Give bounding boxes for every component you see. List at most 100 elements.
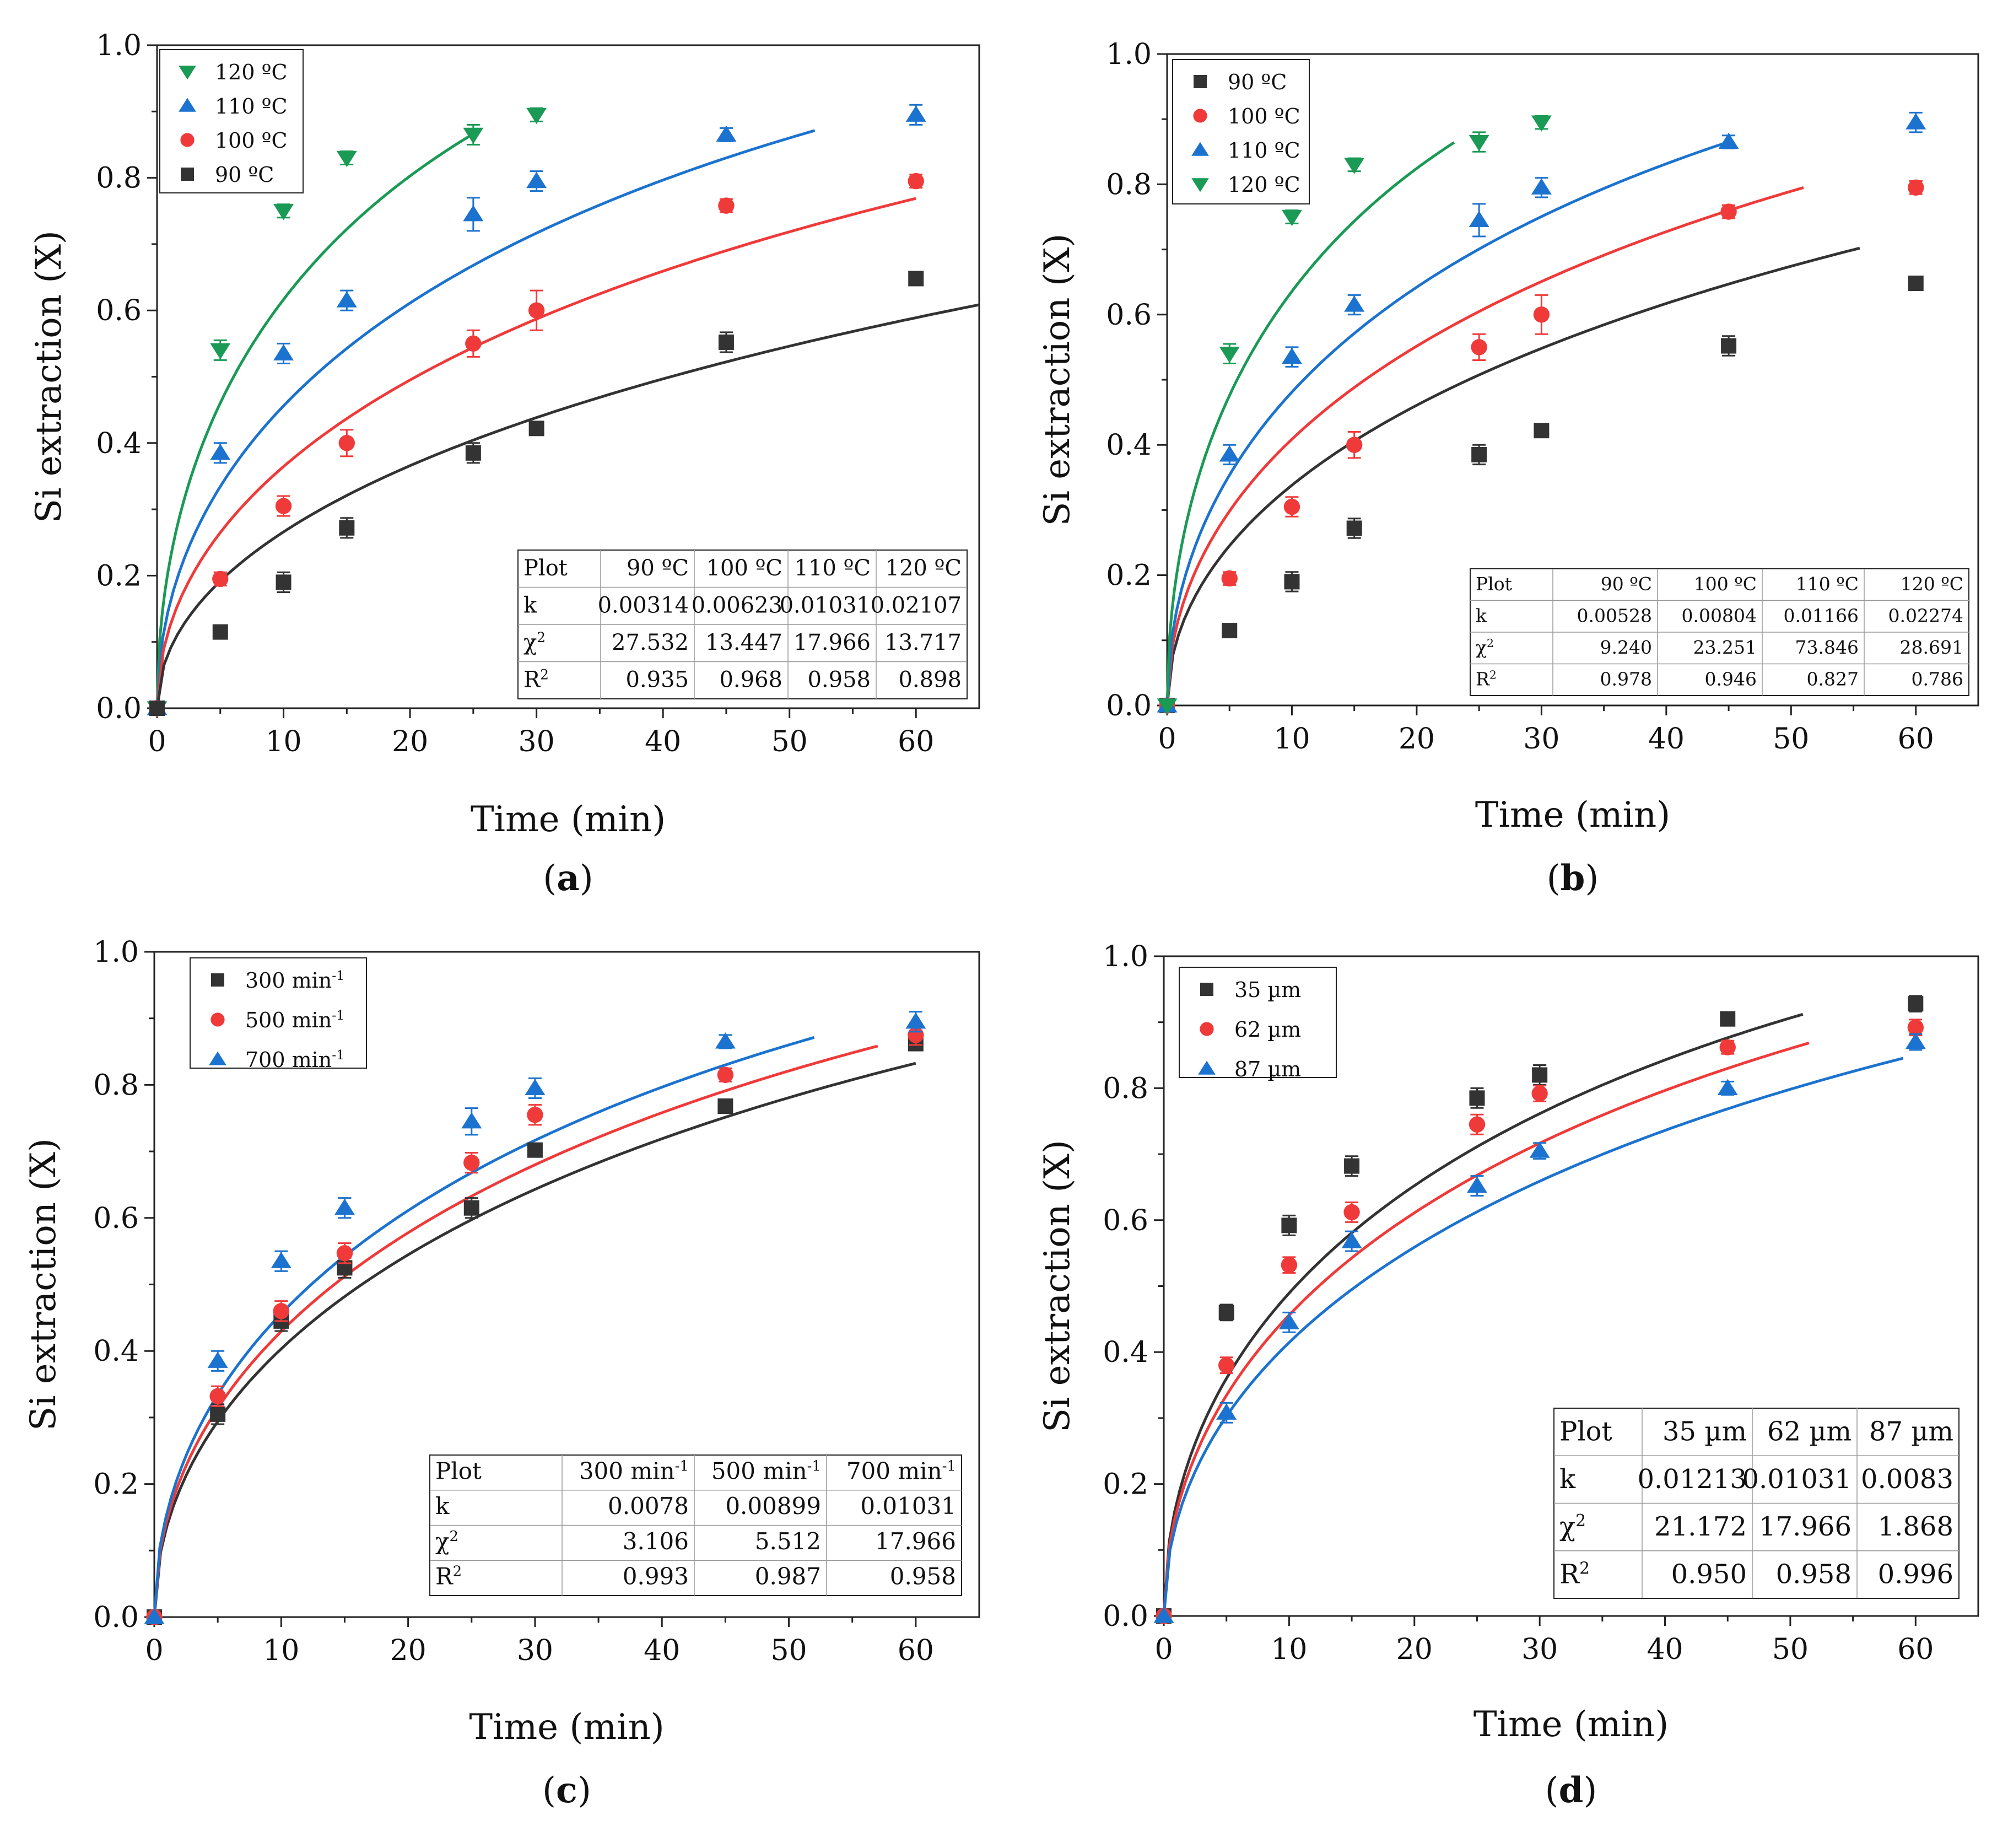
table-cell: 13.717: [884, 630, 962, 655]
table-cell: 27.532: [612, 630, 689, 655]
x-tick-label: 0: [1154, 1633, 1173, 1666]
table-cell: 13.447: [705, 630, 782, 655]
table-cell: 0.00314: [598, 592, 689, 618]
data-point: [1907, 1019, 1924, 1036]
x-tick-label: 30: [1521, 1633, 1558, 1666]
legend-marker: [1191, 178, 1209, 192]
table-cell: 0.958: [1776, 1559, 1852, 1590]
table-cell: 0.968: [719, 667, 782, 692]
chart-panel-b: 0 10 20 30 40 50 60 0.0 0.2 0.4 0.6 0.8 1.0 Time (min…: [1037, 38, 1979, 899]
legend-label: 100 ºC: [1228, 104, 1300, 128]
fit-curve: [1162, 1057, 1904, 1617]
data-point: [526, 171, 547, 188]
y-tick-label: 0.2: [1106, 559, 1152, 592]
data-point: [1281, 347, 1302, 364]
panel-label: (a): [543, 858, 593, 899]
data-point: [336, 291, 357, 308]
table-cell: 100 ºC: [706, 556, 782, 581]
table-cell: 28.691: [1900, 637, 1963, 658]
x-tick-label: 50: [1773, 723, 1809, 756]
legend-marker: [180, 133, 195, 147]
table-cell: Plot: [1559, 1416, 1612, 1447]
x-tick-label: 10: [263, 1634, 299, 1667]
y-tick-label: 0.6: [93, 1202, 139, 1235]
legend-marker: [1194, 75, 1207, 88]
table-cell: 0.01031: [1742, 1464, 1852, 1495]
data-point: [1222, 623, 1238, 639]
data-point: [338, 435, 355, 451]
x-tick-label: 10: [265, 725, 301, 758]
table-cell: 0.01031: [780, 592, 871, 618]
fit-curve: [155, 303, 980, 709]
x-axis-label: Time (min): [471, 799, 666, 840]
data-point: [212, 624, 228, 640]
table-cell: 0.02274: [1888, 605, 1963, 627]
x-tick-label: 30: [1523, 723, 1559, 756]
data-point: [210, 343, 231, 360]
table-cell: 9.240: [1600, 637, 1652, 658]
data-point: [1533, 306, 1550, 323]
legend-label: 110 ºC: [215, 94, 288, 118]
fit-curve: [1165, 141, 1729, 706]
fit-curve: [155, 129, 816, 709]
data-point: [1469, 1090, 1485, 1106]
table-cell: 120 ºC: [1901, 573, 1963, 595]
data-point: [715, 1032, 736, 1049]
data-point: [1283, 498, 1300, 515]
data-point: [212, 570, 229, 588]
y-tick-label: 0.0: [1103, 1600, 1148, 1633]
data-point: [149, 701, 165, 716]
y-tick-label: 0.4: [93, 1335, 139, 1368]
table-cell: 73.846: [1795, 637, 1859, 658]
table-cell: 17.966: [1759, 1511, 1852, 1542]
data-point: [528, 302, 545, 319]
fit-curve: [153, 1044, 878, 1618]
table-cell: 1.868: [1878, 1511, 1953, 1542]
table-cell: Plot: [1476, 573, 1512, 595]
table-cell: 87 µm: [1869, 1416, 1953, 1447]
fit-curve: [153, 1062, 916, 1618]
data-point: [1284, 574, 1300, 590]
x-tick-label: 60: [898, 725, 934, 758]
x-tick-label: 40: [644, 1634, 680, 1667]
legend-marker: [211, 973, 224, 987]
data-point: [1153, 1607, 1174, 1623]
table-cell: 17.966: [794, 630, 871, 655]
legend-label: 120 ºC: [215, 60, 288, 84]
table-cell: 90 ºC: [627, 556, 689, 581]
data-point: [1532, 1067, 1548, 1083]
y-axis-label: Si extraction (X): [1037, 1140, 1078, 1432]
table-cell: 3.106: [623, 1528, 689, 1555]
x-tick-label: 0: [145, 1634, 163, 1667]
legend-marker: [1191, 142, 1209, 156]
data-point: [1466, 1176, 1487, 1193]
x-tick-label: 50: [771, 725, 808, 758]
data-point: [718, 197, 735, 214]
x-axis-label: Time (min): [469, 1707, 664, 1748]
panel-label: (d): [1545, 1770, 1597, 1811]
table-cell: 700 min-1: [846, 1457, 956, 1484]
table-cell: 0.978: [1600, 669, 1652, 690]
table-cell: 0.950: [1671, 1559, 1747, 1590]
table-cell: 0.0078: [608, 1493, 689, 1520]
data-point: [336, 150, 357, 168]
table-cell: 0.827: [1807, 669, 1859, 690]
fit-parameter-table: Plot 90 ºC 100 ºC 110 ºC 120 ºC k 0.00314 0.006…: [517, 549, 968, 699]
data-point: [1531, 178, 1552, 195]
data-point: [1534, 423, 1550, 439]
x-tick-label: 20: [1396, 1633, 1433, 1666]
data-point: [525, 1079, 546, 1096]
y-tick-label: 1.0: [1103, 940, 1148, 973]
x-tick-label: 10: [1273, 723, 1310, 756]
chart-panel-a: 0 10 20 30 40 50 60 0.0 0.2 0.4 0.6 0.8 1.0 Time (min…: [29, 29, 980, 899]
x-tick-label: 20: [390, 1634, 427, 1667]
data-point: [461, 1112, 482, 1129]
data-point: [1908, 276, 1924, 292]
legend-label: 110 ºC: [1228, 138, 1300, 163]
legend-label: 90 ºC: [215, 163, 274, 187]
y-tick-label: 0.4: [1103, 1336, 1148, 1369]
data-point: [1720, 1011, 1736, 1027]
legend-marker: [181, 168, 194, 181]
legend-label: 300 min-1: [245, 968, 344, 993]
